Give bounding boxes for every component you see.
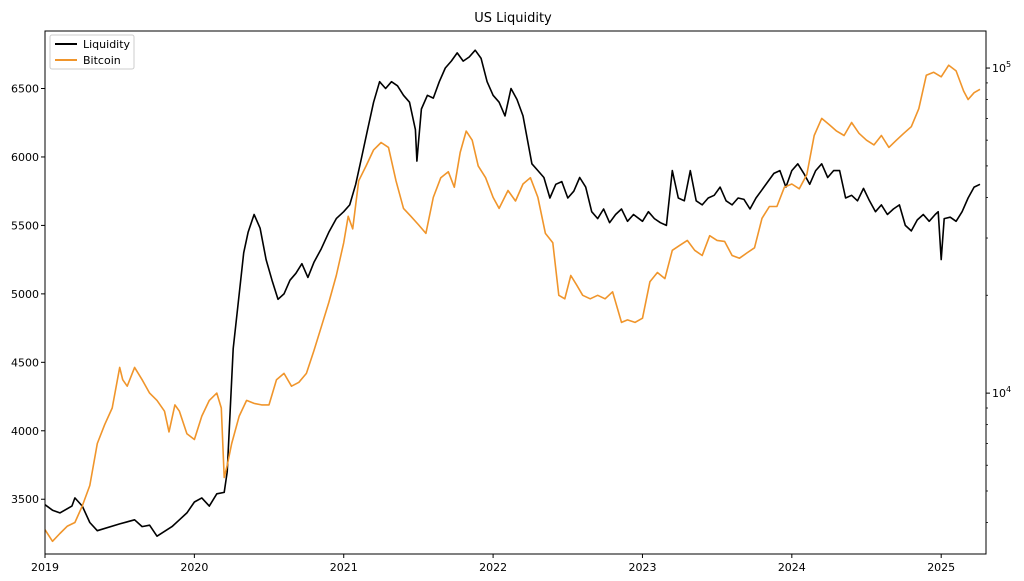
plot-frame bbox=[44, 30, 987, 555]
x-tick-label: 2024 bbox=[778, 561, 806, 574]
x-tick-label: 2019 bbox=[31, 561, 59, 574]
y-left-tick-label: 5500 bbox=[11, 219, 39, 232]
legend-label-bitcoin: Bitcoin bbox=[83, 54, 121, 67]
x-tick-label: 2025 bbox=[927, 561, 955, 574]
x-tick-label: 2020 bbox=[180, 561, 208, 574]
series-layer bbox=[44, 49, 981, 543]
y-left-tick-label: 4500 bbox=[11, 356, 39, 369]
y-right-tick-label: 104 bbox=[992, 385, 1011, 400]
y-left-tick-label: 4000 bbox=[11, 425, 39, 438]
legend: Liquidity Bitcoin bbox=[49, 34, 135, 70]
x-tick-label: 2022 bbox=[479, 561, 507, 574]
y-left-tick-label: 5000 bbox=[11, 288, 39, 301]
legend-label-liquidity: Liquidity bbox=[83, 38, 131, 51]
y-left-tick-label: 3500 bbox=[11, 493, 39, 506]
y-left-tick-label: 6000 bbox=[11, 151, 39, 164]
y-axis-left: 3500 4000 4500 5000 5500 6000 6500 bbox=[11, 83, 45, 506]
series-line-liquidity bbox=[44, 49, 981, 537]
x-axis: 2019 2020 2021 2022 2023 2024 2025 bbox=[31, 554, 955, 574]
x-tick-label: 2021 bbox=[330, 561, 358, 574]
x-tick-label: 2023 bbox=[628, 561, 656, 574]
y-axis-right: 104 105 bbox=[986, 60, 1011, 523]
y-left-tick-label: 6500 bbox=[11, 83, 39, 96]
y-right-tick-label: 105 bbox=[992, 60, 1011, 75]
series-line-bitcoin bbox=[44, 64, 981, 543]
chart-title: US Liquidity bbox=[474, 11, 552, 26]
